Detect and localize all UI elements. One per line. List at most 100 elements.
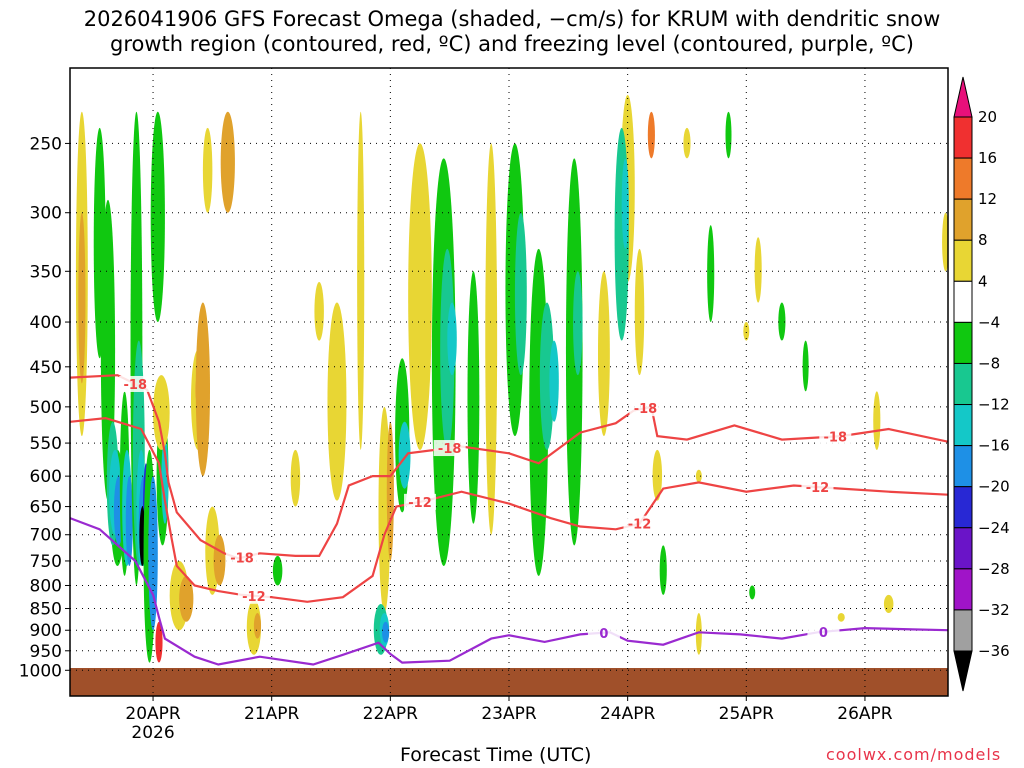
omega-cell-1 — [78, 212, 86, 384]
contour-label-bg--12-2 — [623, 515, 656, 532]
colorbar-bottom-arrow — [953, 650, 973, 692]
contour-label-bg--18-4 — [819, 428, 852, 445]
colorbar-tick-4: 4 — [978, 272, 988, 290]
omega-cell-57 — [549, 340, 559, 422]
omega-cell-77 — [873, 391, 881, 450]
omega-cell-36 — [290, 449, 301, 507]
credit-link[interactable]: coolwx.com/models — [826, 745, 1002, 764]
x-tick-22APR: 22APR — [363, 704, 419, 724]
contour-label--18-2: -18 — [438, 442, 462, 457]
contour-label--18-4: -18 — [824, 430, 848, 445]
colorbar-tick--4: −4 — [978, 313, 1000, 331]
omega-cell-54 — [514, 212, 527, 376]
omega-cell-37 — [314, 282, 324, 341]
y-tick-800: 800 — [30, 576, 62, 596]
contour-label-bg--12-1 — [404, 493, 437, 510]
y-tick-300: 300 — [30, 204, 62, 224]
contour-label--18-0: -18 — [124, 378, 148, 393]
omega-cell-65 — [647, 111, 655, 159]
contour-label-bg--12-0 — [237, 587, 270, 604]
colorbar-bin-12 — [953, 568, 973, 611]
contour--12 — [70, 416, 948, 603]
omega-cell-74 — [778, 302, 786, 341]
time-axis: 20APR 21APR 22APR 23APR 24APR 25APR 26APR 2026 — [125, 696, 893, 743]
colorbar-bin-9 — [953, 445, 973, 488]
omega-cell-47 — [408, 143, 432, 450]
omega-cell-71 — [725, 111, 732, 159]
omega-cell-22 — [150, 111, 165, 323]
omega-cell-10 — [125, 476, 133, 566]
contour-label-bg--12-3 — [801, 479, 834, 496]
colorbar-tick--20: −20 — [978, 478, 1010, 496]
chart-title-line-2: growth region (contoured, red, ºC) and f… — [110, 32, 914, 56]
omega-cell-75 — [802, 340, 809, 392]
x-axis-title: Forecast Time (UTC) — [400, 744, 592, 766]
omega-cell-25 — [179, 575, 194, 622]
chart-title-line-1: 2026041906 GFS Forecast Omega (shaded, −… — [83, 7, 941, 31]
x-tick-25APR: 25APR — [719, 704, 775, 724]
contour-label--12-1: -12 — [408, 496, 432, 511]
omega-cell-72 — [743, 322, 750, 341]
omega-cell-32 — [220, 111, 235, 213]
y-tick-950: 950 — [30, 642, 62, 662]
omega-cell-63 — [621, 158, 629, 249]
y-tick-350: 350 — [30, 262, 62, 282]
contour-label--12-2: -12 — [628, 518, 652, 533]
omega-colorbar: 20 16 12 8 4 −4 −8 −12 −16 −20 −24 −28 −32 −36 — [953, 76, 1010, 692]
omega-cell-39 — [357, 111, 365, 450]
omega-cell-51 — [467, 271, 480, 524]
colorbar-tick--12: −12 — [978, 396, 1010, 414]
omega-cell-19 — [155, 621, 163, 663]
omega-cell-59 — [573, 271, 583, 376]
contour-label-bg--18-3 — [629, 400, 662, 417]
x-tick-26APR: 26APR — [837, 704, 893, 724]
omega-cell-56 — [539, 302, 555, 450]
omega-cell-60 — [597, 271, 610, 437]
omega-cell-34 — [253, 612, 262, 639]
omega-cell-64 — [634, 248, 645, 376]
omega-cell-49 — [440, 248, 455, 450]
y-tick-850: 850 — [30, 600, 62, 620]
colorbar-tick-12: 12 — [978, 190, 997, 208]
contour-label-0-0: 0 — [599, 627, 608, 642]
y-tick-250: 250 — [30, 134, 62, 154]
colorbar-tick--36: −36 — [978, 642, 1010, 660]
contour-label-bg-0-1 — [807, 623, 840, 640]
x-tick-20APR: 20APR — [125, 704, 181, 724]
y-tick-500: 500 — [30, 398, 62, 418]
gridlines — [70, 68, 948, 696]
contour-label--18-3: -18 — [634, 402, 658, 417]
omega-cell-38 — [327, 302, 347, 501]
contour-label-bg-0-0 — [587, 624, 620, 641]
omega-cell-70 — [707, 225, 715, 323]
x-tick-24APR: 24APR — [600, 704, 656, 724]
colorbar-tick--28: −28 — [978, 560, 1010, 578]
omega-cell-69 — [695, 612, 702, 655]
omega-cell-78 — [883, 594, 894, 613]
omega-cell-46 — [382, 621, 390, 643]
ground-terrain — [70, 668, 948, 696]
omega-cell-28 — [195, 302, 211, 477]
omega-cell-31 — [202, 127, 213, 213]
contour-label--18-1: -18 — [230, 552, 254, 567]
x-tick-23APR: 23APR — [481, 704, 537, 724]
omega-cell-43 — [398, 421, 411, 489]
colorbar-tick-20: 20 — [978, 108, 997, 126]
colorbar-tick-16: 16 — [978, 149, 997, 167]
colorbar-bin-11 — [953, 527, 973, 570]
contour-label-bg--18-0 — [119, 375, 152, 392]
omega-cell-23 — [153, 375, 170, 450]
omega-cell-41 — [386, 421, 394, 561]
colorbar-tick--24: −24 — [978, 519, 1010, 537]
contour-label-0-1: 0 — [819, 626, 828, 641]
contour-label-bg--18-2 — [433, 440, 466, 457]
colorbar-bin-1 — [953, 116, 973, 159]
omega-cell-66 — [652, 449, 663, 501]
colorbar-tick--8: −8 — [978, 354, 1000, 372]
contour--18 — [70, 374, 948, 560]
colorbar-bin-7 — [953, 362, 973, 406]
x-tick-21APR: 21APR — [244, 704, 300, 724]
y-tick-600: 600 — [30, 467, 62, 487]
omega-cell-80 — [695, 469, 702, 483]
